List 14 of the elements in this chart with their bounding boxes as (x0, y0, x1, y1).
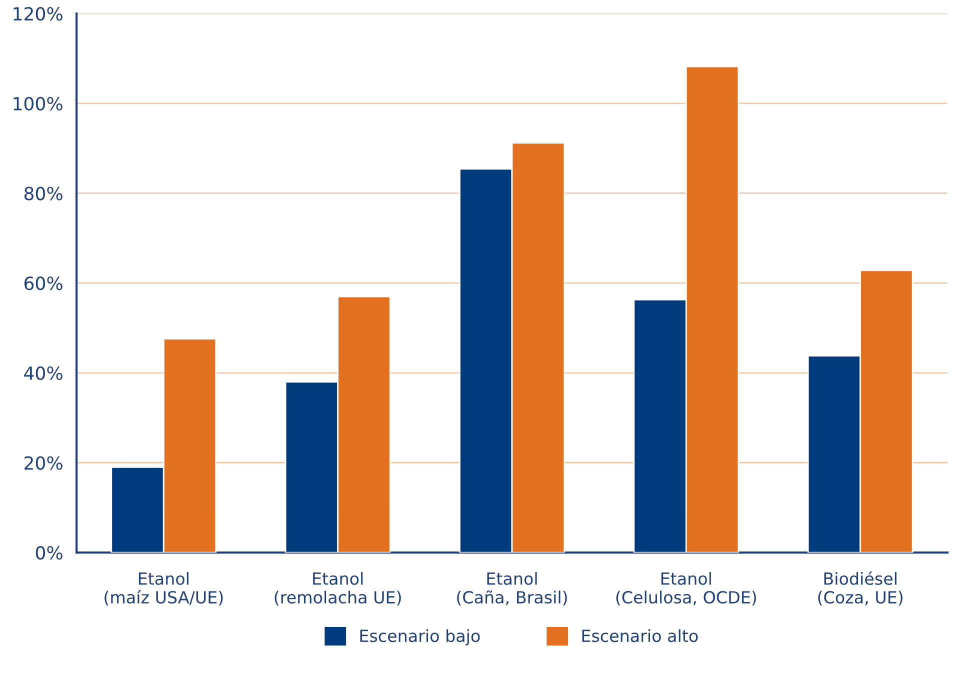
y-tick-label: 40% (24, 366, 62, 380)
y-tick-label: 120% (14, 7, 62, 21)
x-tick-label: Etanol (remolacha UE) (274, 572, 401, 606)
x-tick-label: Etanol (maíz USA/UE) (104, 572, 223, 606)
x-tick-label: Etanol (Caña, Brasil) (457, 572, 567, 606)
x-tick-label: Etanol (Celulosa, OCDE) (616, 572, 756, 606)
y-tick-label: 0% (36, 546, 62, 560)
legend-label: Escenario alto (582, 629, 698, 642)
legend-label: Escenario bajo (360, 629, 480, 646)
y-tick-label: 60% (24, 276, 62, 290)
x-tick-label: Biodiésel (Coza, UE) (818, 571, 902, 606)
y-tick-label: 20% (24, 456, 62, 470)
y-tick-label: 100% (14, 96, 62, 111)
y-tick-label: 80% (24, 186, 62, 200)
